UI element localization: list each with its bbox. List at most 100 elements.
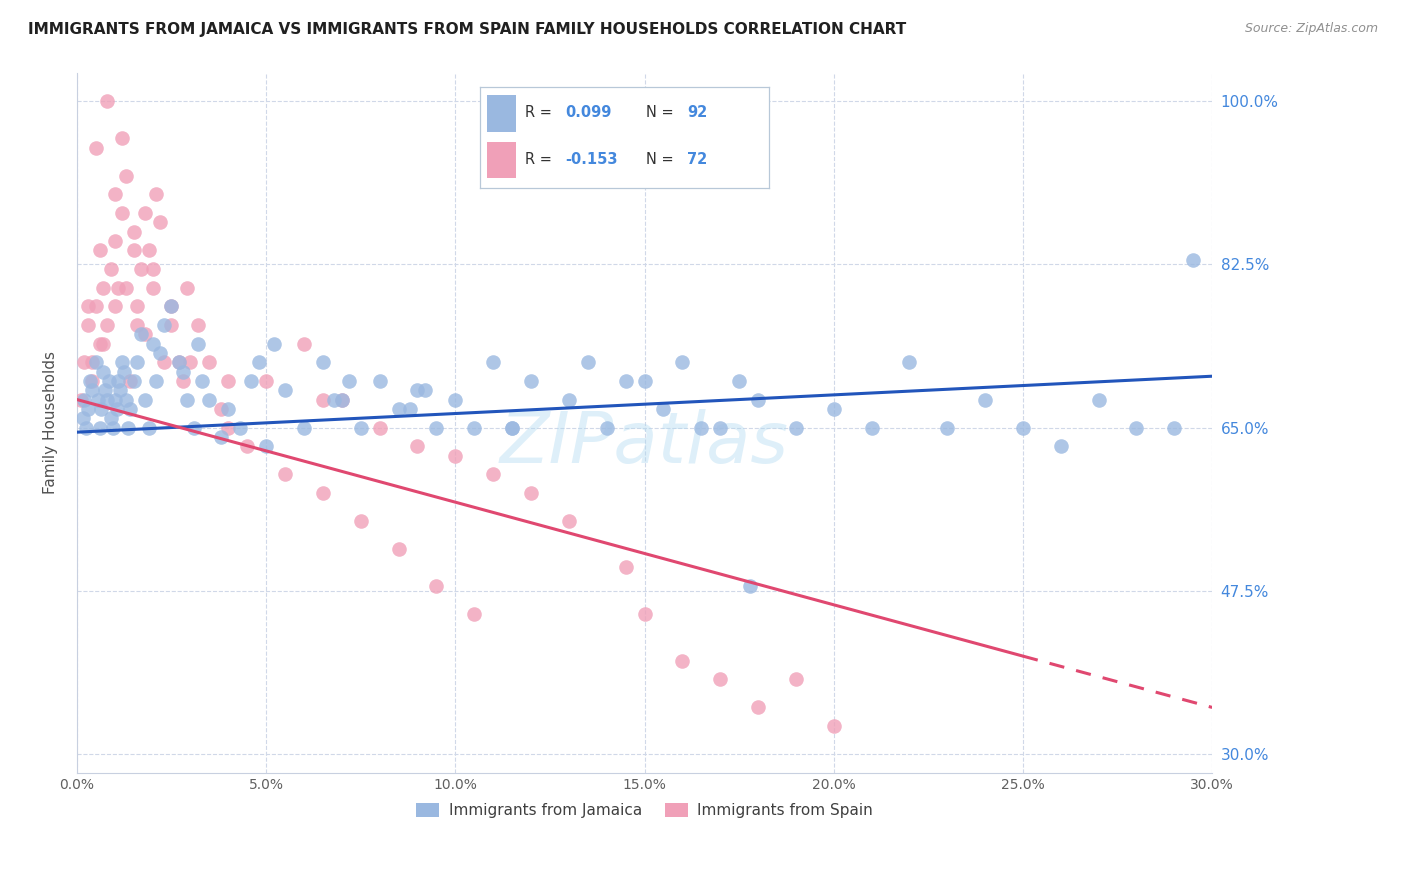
Point	[115, 392, 138, 407]
Point	[77, 401, 100, 416]
Point	[709, 420, 731, 434]
Point	[312, 486, 335, 500]
Point	[1012, 420, 1035, 434]
Point	[614, 374, 637, 388]
Point	[198, 355, 221, 369]
Point	[217, 374, 239, 388]
Point	[96, 392, 118, 407]
Point	[122, 244, 145, 258]
Point	[80, 383, 103, 397]
Point	[274, 467, 297, 482]
Point	[823, 719, 845, 733]
Point	[444, 449, 467, 463]
Point	[129, 327, 152, 342]
Point	[187, 318, 209, 332]
Point	[176, 392, 198, 407]
Point	[69, 392, 91, 407]
Point	[558, 514, 581, 528]
Point	[190, 374, 212, 388]
Point	[501, 420, 523, 434]
Point	[122, 374, 145, 388]
Point	[558, 392, 581, 407]
Point	[239, 374, 262, 388]
Point	[84, 140, 107, 154]
Point	[89, 244, 111, 258]
Point	[974, 392, 997, 407]
Point	[368, 374, 391, 388]
Point	[387, 401, 409, 416]
Text: Source: ZipAtlas.com: Source: ZipAtlas.com	[1244, 22, 1378, 36]
Point	[138, 420, 160, 434]
Point	[107, 280, 129, 294]
Point	[89, 336, 111, 351]
Point	[101, 420, 124, 434]
Point	[118, 401, 141, 416]
Point	[740, 579, 762, 593]
Point	[111, 355, 134, 369]
Point	[576, 355, 599, 369]
Point	[104, 187, 127, 202]
Point	[936, 420, 959, 434]
Text: IMMIGRANTS FROM JAMAICA VS IMMIGRANTS FROM SPAIN FAMILY HOUSEHOLDS CORRELATION C: IMMIGRANTS FROM JAMAICA VS IMMIGRANTS FR…	[28, 22, 907, 37]
Point	[107, 374, 129, 388]
Point	[104, 234, 127, 248]
Point	[501, 420, 523, 434]
Point	[183, 420, 205, 434]
Point	[84, 355, 107, 369]
Point	[179, 355, 201, 369]
Point	[160, 299, 183, 313]
Point	[228, 420, 250, 434]
Point	[160, 299, 183, 313]
Point	[350, 420, 373, 434]
Point	[145, 374, 167, 388]
Point	[90, 401, 112, 416]
Point	[337, 374, 360, 388]
Point	[80, 374, 103, 388]
Point	[134, 327, 156, 342]
Point	[96, 318, 118, 332]
Point	[134, 392, 156, 407]
Point	[292, 336, 315, 351]
Point	[671, 355, 693, 369]
Point	[614, 560, 637, 574]
Point	[330, 392, 353, 407]
Point	[100, 261, 122, 276]
Point	[633, 607, 655, 621]
Point	[79, 374, 101, 388]
Point	[312, 392, 335, 407]
Point	[1182, 252, 1205, 267]
Point	[425, 420, 447, 434]
Point	[75, 420, 97, 434]
Point	[111, 206, 134, 220]
Point	[142, 280, 165, 294]
Point	[96, 94, 118, 108]
Point	[129, 261, 152, 276]
Point	[100, 411, 122, 425]
Point	[482, 355, 505, 369]
Point	[93, 336, 115, 351]
Point	[73, 392, 96, 407]
Point	[209, 430, 232, 444]
Point	[520, 486, 543, 500]
Point	[323, 392, 346, 407]
Point	[254, 439, 277, 453]
Point	[1163, 420, 1185, 434]
Point	[142, 336, 165, 351]
Point	[153, 318, 176, 332]
Point	[104, 392, 127, 407]
Point	[98, 374, 121, 388]
Point	[823, 401, 845, 416]
Point	[898, 355, 921, 369]
Point	[350, 514, 373, 528]
Point	[77, 318, 100, 332]
Point	[127, 318, 149, 332]
Point	[482, 467, 505, 482]
Point	[263, 336, 285, 351]
Y-axis label: Family Households: Family Households	[44, 351, 58, 494]
Point	[747, 700, 769, 714]
Point	[89, 420, 111, 434]
Point	[149, 215, 172, 229]
Point	[118, 374, 141, 388]
Point	[652, 401, 675, 416]
Point	[633, 374, 655, 388]
